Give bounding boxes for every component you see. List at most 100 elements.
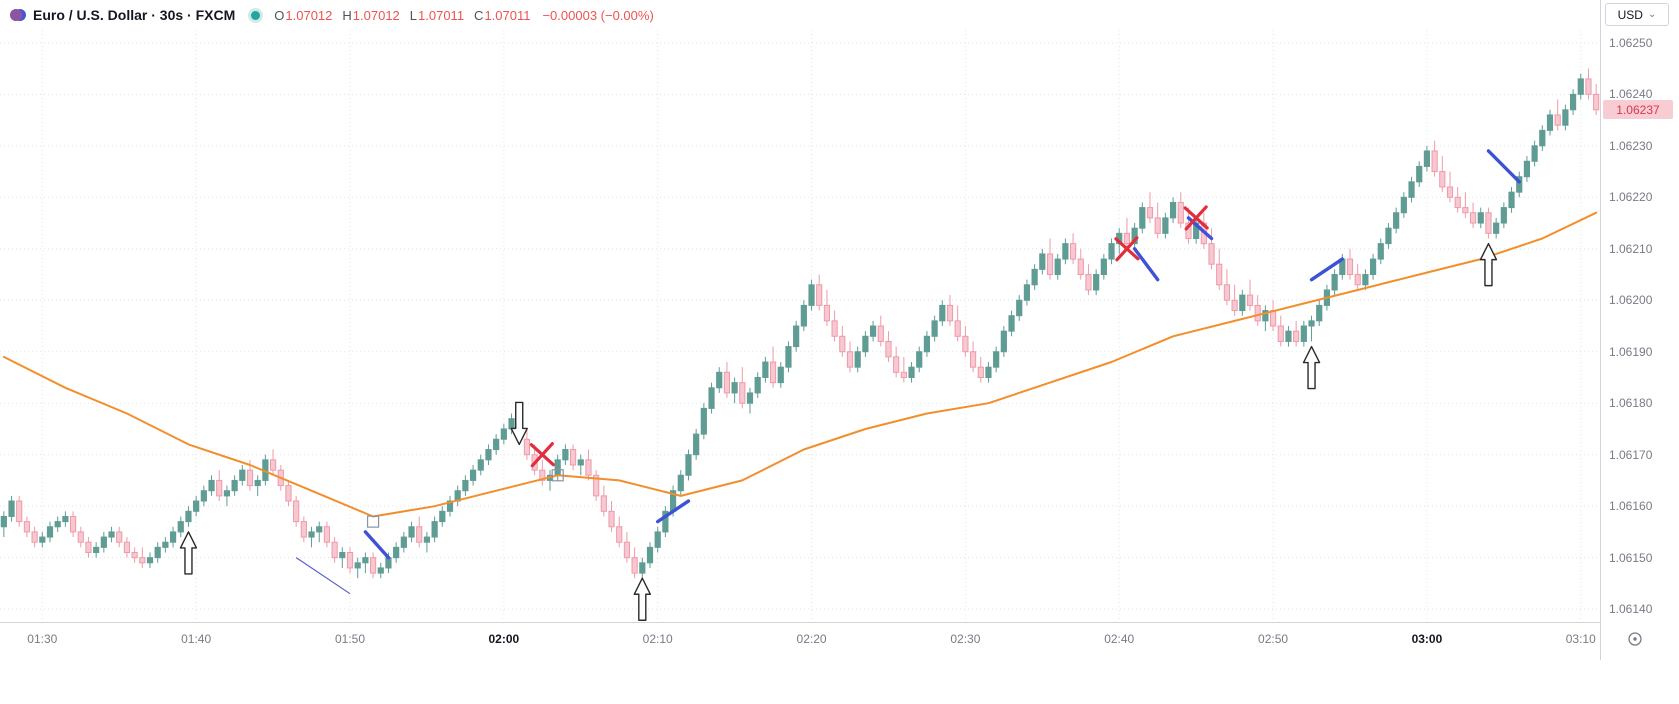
candle-body	[77, 531, 84, 543]
blue-segment-annotation[interactable]	[1309, 257, 1345, 282]
candle-body	[1377, 243, 1384, 260]
candle-body	[1177, 201, 1184, 224]
candle-body	[793, 325, 800, 348]
candle-body	[1169, 201, 1177, 219]
close-field: C1.07011	[474, 8, 530, 23]
candle-body	[716, 371, 723, 389]
time-axis-label: 03:00	[1411, 632, 1443, 646]
last-price-badge: 1.06237	[1603, 100, 1673, 120]
time-axis-label: 02:20	[796, 632, 827, 646]
candle-body	[93, 546, 100, 554]
candle-body	[1023, 284, 1031, 301]
currency-label: USD	[1617, 7, 1643, 22]
down-arrow-annotation[interactable]	[510, 401, 528, 446]
candle-body	[569, 449, 577, 466]
candle-body	[1000, 330, 1007, 353]
candle-body	[808, 284, 815, 306]
candle-body	[462, 479, 469, 492]
candle-body	[1523, 160, 1531, 178]
crosshair-target-icon[interactable]	[1627, 631, 1643, 647]
price-change: −0.00003 (−0.00%)	[542, 7, 654, 23]
x-mark-annotation[interactable]	[1114, 236, 1140, 262]
candle-body	[623, 541, 631, 559]
candle-body	[593, 474, 600, 497]
symbol-logo-icon[interactable]	[10, 7, 26, 23]
candle-body	[954, 320, 961, 337]
price-axis[interactable]: USD ⌄ 1.06250 1.06240 1.06230 1.06220 1.0621…	[1600, 0, 1679, 660]
candle-body	[1246, 294, 1254, 306]
candle-body	[1369, 258, 1377, 276]
blue-segment-annotation[interactable]	[1486, 149, 1521, 184]
candle-body	[1077, 258, 1084, 276]
candle-body	[1593, 93, 1600, 111]
market-status-icon[interactable]	[251, 10, 261, 20]
candle-body	[639, 562, 646, 574]
candle-body	[416, 526, 423, 543]
trendline-annotation[interactable]	[295, 557, 351, 595]
candle-body	[585, 459, 592, 476]
square-marker-annotation[interactable]	[366, 515, 380, 528]
low-field: L1.07011	[410, 8, 464, 23]
candle-body	[1331, 274, 1338, 291]
candle-body	[1254, 304, 1261, 322]
up-arrow-annotation[interactable]	[1302, 345, 1321, 390]
candle-body	[962, 335, 969, 353]
candle-body	[777, 366, 784, 384]
x-stroke	[1115, 236, 1139, 262]
candle-body	[539, 469, 546, 481]
candle-body	[131, 552, 138, 559]
candle-body	[1416, 165, 1423, 183]
candle-body	[331, 541, 338, 559]
price-axis-label: 1.06180	[1609, 396, 1653, 411]
chart-canvas[interactable]	[0, 30, 1600, 622]
candle-body	[69, 515, 77, 533]
candle-body	[1269, 310, 1277, 327]
candle-body	[1131, 227, 1138, 245]
candle-body	[308, 531, 315, 538]
candle-body	[916, 351, 923, 368]
up-arrow-annotation[interactable]	[179, 531, 198, 575]
grid	[0, 30, 1600, 622]
candle-body	[1500, 207, 1507, 224]
candle-body	[1008, 315, 1015, 332]
candle-body	[1300, 325, 1307, 342]
blue-segment-annotation[interactable]	[363, 530, 391, 560]
candle-body	[869, 325, 877, 337]
candle-body	[1454, 196, 1461, 209]
blue-segment-annotation[interactable]	[1132, 247, 1160, 282]
candle-body	[931, 320, 938, 337]
price-axis-label: 1.06210	[1609, 241, 1653, 256]
candle-body	[1146, 207, 1154, 219]
candle-body	[1400, 196, 1407, 214]
candle-body	[139, 557, 146, 564]
candle-body	[739, 382, 746, 404]
candle-body	[1231, 299, 1238, 312]
x-mark-annotation[interactable]	[1183, 205, 1209, 231]
candle-body	[362, 557, 369, 564]
candle-body	[831, 320, 838, 337]
candle-body	[1469, 212, 1477, 224]
candle-body	[1046, 253, 1054, 276]
x-mark-annotation[interactable]	[529, 442, 555, 468]
price-axis-label: 1.06190	[1609, 344, 1653, 359]
candle-body	[977, 366, 984, 378]
candle-body	[562, 449, 569, 461]
blue-segment-annotation[interactable]	[655, 499, 691, 524]
candle-body	[1408, 181, 1415, 198]
candle-body	[993, 351, 1000, 368]
candle-body	[123, 541, 131, 554]
candle-body	[39, 536, 46, 543]
currency-selector-button[interactable]: USD ⌄	[1605, 3, 1669, 26]
time-axis[interactable]: 01:30 01:40 01:50 02:00 02:10 02:20 02:30 02:40…	[0, 622, 1679, 661]
candle-body	[1362, 274, 1369, 286]
time-axis-label: 02:40	[1104, 632, 1135, 646]
up-arrow-annotation[interactable]	[1479, 242, 1498, 287]
square-marker-annotation[interactable]	[551, 469, 564, 482]
candle-body	[169, 531, 177, 543]
candle-body	[500, 428, 507, 440]
symbol-title[interactable]: Euro / U.S. Dollar · 30s · FXCM	[33, 7, 236, 23]
price-chart[interactable]	[0, 30, 1600, 622]
candle-body	[200, 490, 207, 502]
candle-body	[1462, 207, 1469, 214]
up-arrow-annotation[interactable]	[633, 577, 652, 621]
